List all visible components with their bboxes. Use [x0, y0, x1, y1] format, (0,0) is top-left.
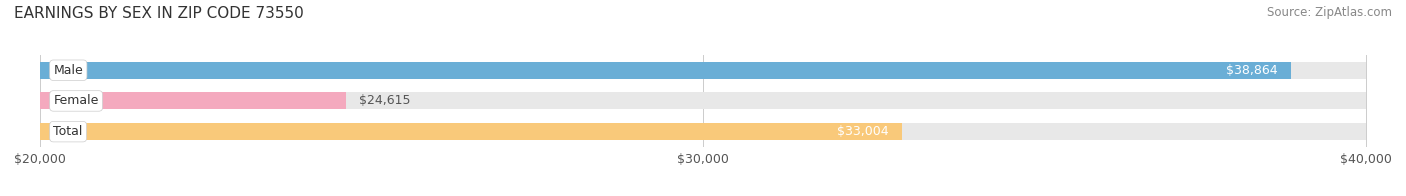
Bar — [41, 62, 1365, 79]
Text: EARNINGS BY SEX IN ZIP CODE 73550: EARNINGS BY SEX IN ZIP CODE 73550 — [14, 6, 304, 21]
Text: $33,004: $33,004 — [837, 125, 889, 138]
Text: Total: Total — [53, 125, 83, 138]
Bar — [41, 62, 1291, 79]
Text: Source: ZipAtlas.com: Source: ZipAtlas.com — [1267, 6, 1392, 19]
Text: $38,864: $38,864 — [1226, 64, 1277, 77]
Bar — [41, 93, 346, 109]
Text: $24,615: $24,615 — [360, 94, 411, 107]
Bar — [41, 123, 1365, 140]
Text: Female: Female — [53, 94, 98, 107]
Bar — [41, 93, 1365, 109]
Bar — [41, 123, 903, 140]
Text: Male: Male — [53, 64, 83, 77]
